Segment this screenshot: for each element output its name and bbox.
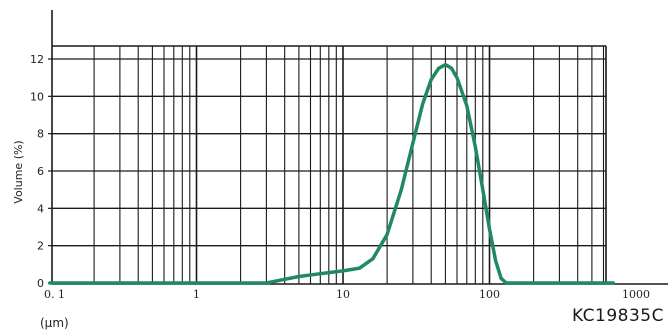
x-axis-unit: (μm) [40,316,69,330]
x-tick-label: 100 [479,288,500,301]
y-tick-label: 2 [37,240,44,253]
y-axis-label: Volume (%) [12,140,25,203]
y-tick-label: 8 [37,128,44,141]
x-tick-label: 0. 1 [44,288,65,301]
y-tick-labels: 0 2 4 6 8 10 12 [30,53,52,290]
y-tick-label: 0 [37,277,44,290]
x-tick-label: 10 [336,288,350,301]
y-tick-label: 12 [30,53,44,66]
x-tick-label: 1 [193,288,200,301]
y-tick-label: 4 [37,202,44,215]
y-tick-label: 10 [30,90,44,103]
x-tick-labels: 0. 1 1 10 100 1000 [44,288,650,301]
sample-id-annotation: KC19835C [572,306,664,326]
series-line-volume [48,62,616,285]
x-tick-label: 1000 [622,288,650,301]
y-tick-label: 6 [37,165,44,178]
axes [51,10,668,285]
grid [52,45,607,284]
